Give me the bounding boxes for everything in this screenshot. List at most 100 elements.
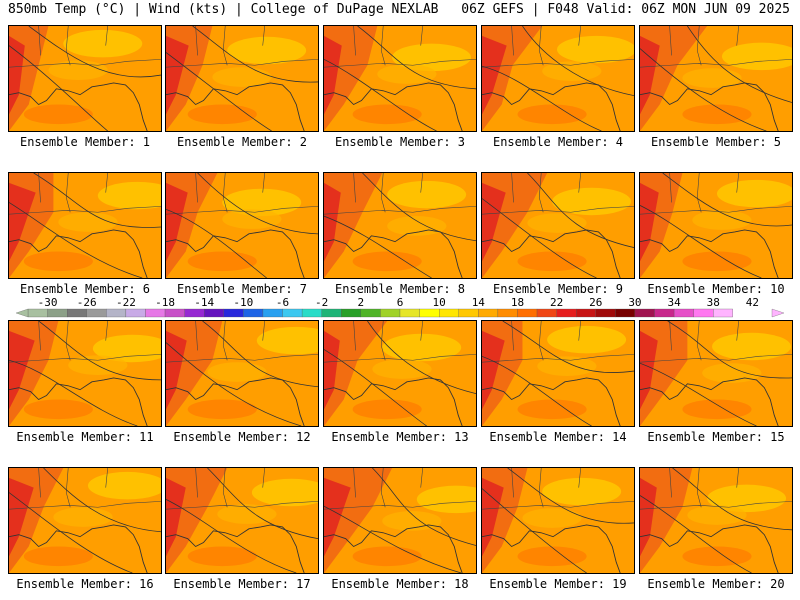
colorbar-bin — [380, 308, 401, 318]
colorbar-bin — [360, 308, 381, 318]
ensemble-member-label: Ensemble Member: 6 — [19, 282, 151, 296]
ensemble-map-panel — [8, 172, 162, 279]
colorbar-bin — [634, 308, 655, 318]
colorbar-bin — [86, 308, 107, 318]
ensemble-member-label: Ensemble Member: 8 — [334, 282, 466, 296]
ensemble-map-panel — [639, 25, 793, 132]
ensemble-map-panel — [639, 467, 793, 574]
ensemble-map-panel — [323, 25, 477, 132]
ensemble-map-panel — [481, 320, 635, 427]
colorbar-tick-label: 34 — [667, 297, 681, 309]
colorbar-bin — [576, 308, 596, 318]
ensemble-member-label: Ensemble Member: 13 — [331, 430, 469, 444]
colorbar-high-arrow — [771, 308, 785, 318]
ensemble-map-panel — [165, 25, 319, 132]
temperature-colorbar: -30 -26 -22 -18 -14 -10 -6 -2 2 6 10 14 18 22 26 30 34 38… — [15, 297, 785, 318]
ensemble-map-panel — [323, 172, 477, 279]
colorbar-tick-label: -18 — [155, 297, 175, 309]
colorbar-bin — [497, 308, 518, 318]
ensemble-member-label: Ensemble Member: 7 — [176, 282, 308, 296]
colorbar-bin — [243, 308, 264, 318]
ensemble-map-panel — [165, 467, 319, 574]
ensemble-map-panel — [481, 25, 635, 132]
ensemble-member-label: Ensemble Member: 3 — [334, 135, 466, 149]
ensemble-map-panel — [165, 320, 319, 427]
colorbar-bin — [145, 308, 166, 318]
ensemble-map-panel — [8, 467, 162, 574]
colorbar-tick-label: -2 — [315, 297, 328, 309]
ensemble-map-panel — [481, 172, 635, 279]
colorbar-tick-label: 42 — [746, 297, 759, 309]
map-title: 850mb Temp (°C) | Wind (kts) | College o… — [8, 2, 439, 17]
ensemble-member-label: Ensemble Member: 1 — [19, 135, 151, 149]
ensemble-member-label: Ensemble Member: 9 — [492, 282, 624, 296]
colorbar-low-arrow — [15, 308, 29, 318]
colorbar-tick-label: 38 — [707, 297, 720, 309]
colorbar-bin — [301, 308, 322, 318]
colorbar-tick-label: -30 — [38, 297, 58, 309]
colorbar-bin — [419, 308, 440, 318]
ensemble-member-label: Ensemble Member: 11 — [16, 430, 154, 444]
ensemble-member-label: Ensemble Member: 12 — [173, 430, 311, 444]
ensemble-member-label: Ensemble Member: 17 — [173, 577, 311, 591]
colorbar-tick-label: 22 — [550, 297, 563, 309]
ensemble-map-panel — [481, 467, 635, 574]
colorbar-tick-label: -6 — [276, 297, 289, 309]
ensemble-member-label: Ensemble Member: 2 — [176, 135, 308, 149]
colorbar-tick-label: 14 — [472, 297, 486, 309]
colorbar-tick-label: 18 — [511, 297, 524, 309]
colorbar-bin — [654, 308, 675, 318]
colorbar-bin — [67, 308, 87, 318]
ensemble-map-panel — [639, 320, 793, 427]
ensemble-map-panel — [323, 320, 477, 427]
colorbar-bin — [125, 308, 146, 318]
ensemble-member-label: Ensemble Member: 18 — [331, 577, 469, 591]
colorbar-bin — [321, 308, 342, 318]
colorbar-bin — [204, 308, 224, 318]
colorbar-bin — [47, 308, 68, 318]
colorbar-bin — [595, 308, 616, 318]
colorbar-bin — [262, 308, 283, 318]
colorbar-bin — [439, 308, 459, 318]
colorbar-tick-label: -14 — [194, 297, 214, 309]
colorbar-bin — [536, 308, 557, 318]
colorbar-tick-label: -10 — [233, 297, 253, 309]
colorbar-bin — [184, 308, 205, 318]
colorbar-bin — [517, 308, 538, 318]
colorbar-bin — [27, 308, 48, 318]
colorbar-tick-label: 10 — [433, 297, 446, 309]
colorbar-bin — [693, 308, 714, 318]
colorbar-bin — [282, 308, 303, 318]
colorbar-tick-label: 2 — [358, 297, 365, 309]
model-run-info: 06Z GEFS | F048 Valid: 06Z MON JUN 09 20… — [461, 2, 790, 17]
ensemble-member-label: Ensemble Member: 20 — [647, 577, 785, 591]
colorbar-tick-label: -22 — [116, 297, 136, 309]
colorbar-bin — [106, 308, 127, 318]
ensemble-member-label: Ensemble Member: 16 — [16, 577, 154, 591]
colorbar-tick-label: 26 — [589, 297, 602, 309]
ensemble-map-panel — [323, 467, 477, 574]
colorbar-bin — [164, 308, 185, 318]
ensemble-member-label: Ensemble Member: 4 — [492, 135, 624, 149]
colorbar-bin — [615, 308, 636, 318]
ensemble-member-label: Ensemble Member: 19 — [489, 577, 627, 591]
colorbar-tick-label: 30 — [628, 297, 641, 309]
colorbar-tick-label: -26 — [77, 297, 97, 309]
ensemble-map-panel — [8, 25, 162, 132]
ensemble-member-label: Ensemble Member: 15 — [647, 430, 785, 444]
colorbar-bin — [478, 308, 499, 318]
ensemble-member-label: Ensemble Member: 10 — [647, 282, 785, 296]
colorbar-tick-label: 6 — [397, 297, 404, 309]
ensemble-map-panel — [8, 320, 162, 427]
ensemble-member-label: Ensemble Member: 5 — [650, 135, 782, 149]
colorbar-bin — [341, 308, 361, 318]
ensemble-map-panel — [165, 172, 319, 279]
colorbar-bin — [713, 308, 733, 318]
colorbar-bin — [223, 308, 244, 318]
colorbar-bin — [399, 308, 420, 318]
colorbar-bin — [556, 308, 577, 318]
colorbar-bin — [458, 308, 479, 318]
ensemble-map-panel — [639, 172, 793, 279]
colorbar-bin — [673, 308, 694, 318]
ensemble-member-label: Ensemble Member: 14 — [489, 430, 627, 444]
